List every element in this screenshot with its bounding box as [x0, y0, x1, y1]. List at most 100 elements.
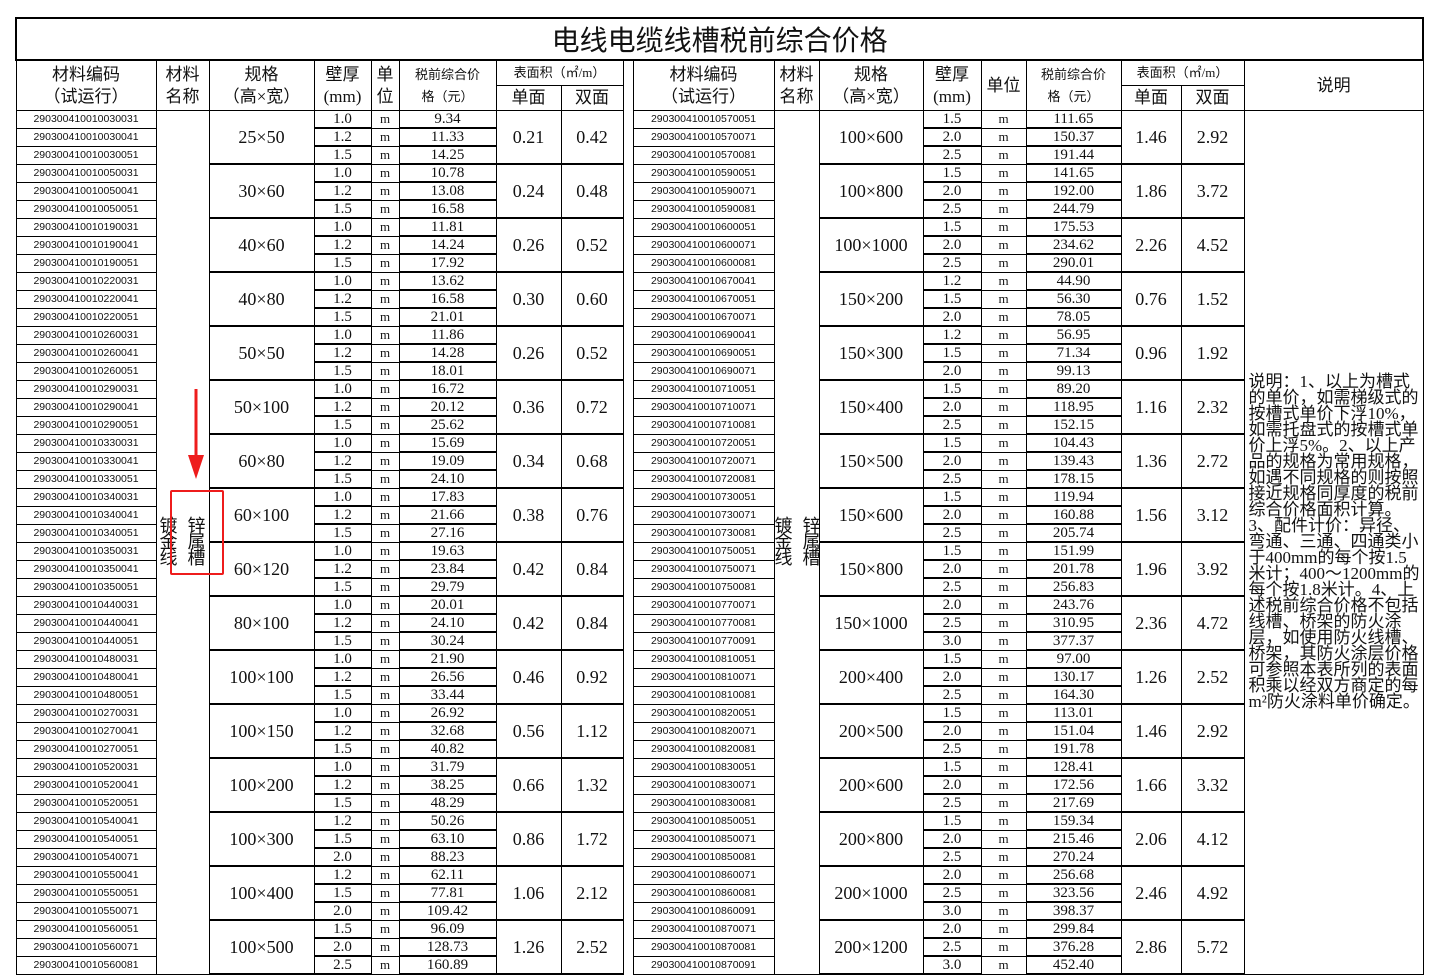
- price: 18.01: [398, 361, 497, 381]
- price: 50.26: [398, 811, 497, 831]
- table-row: 290300410010540051 1.5 m 63.10 2903004100108…: [15, 829, 1423, 849]
- table-row: 290300410010540041 100×300 1.2 m 50.26 0.86 1.…: [15, 811, 1423, 867]
- area-single: 0.26: [495, 325, 562, 381]
- material-code: 290300410010850081: [632, 847, 775, 867]
- price: 27.16: [398, 523, 497, 543]
- area-double: 0.42: [560, 110, 624, 165]
- unit: m: [980, 289, 1027, 309]
- thickness: 1.0: [313, 379, 372, 399]
- price: 77.81: [398, 883, 497, 903]
- area-double: 0.84: [560, 595, 624, 651]
- red-arrow-icon: [188, 389, 204, 479]
- price: 62.11: [398, 865, 497, 885]
- unit: m: [980, 811, 1027, 831]
- price: 111.65: [1025, 110, 1122, 129]
- area-double: 2.52: [560, 919, 624, 975]
- unit: m: [370, 433, 400, 453]
- unit: m: [370, 289, 400, 309]
- thickness: 1.5: [922, 703, 982, 723]
- header-unit: 单位: [980, 59, 1027, 111]
- material-code: 290300410010030051: [15, 145, 157, 165]
- table-row: 290300410010340041 1.2 m 21.66 2903004100107…: [15, 505, 1423, 525]
- thickness: 2.5: [922, 199, 982, 219]
- material-code: 290300410010770091: [632, 631, 775, 651]
- unit: m: [370, 703, 400, 723]
- material-code: 290300410010270051: [15, 739, 157, 759]
- material-code: 290300410010670051: [632, 289, 775, 309]
- table-row: 290300410010340051 1.5 m 27.16 2903004100107…: [15, 523, 1423, 543]
- unit: m: [980, 361, 1027, 381]
- price: 99.13: [1025, 361, 1122, 381]
- area-double: 4.72: [1180, 595, 1245, 651]
- unit: m: [370, 110, 400, 129]
- material-code: 290300410010820051: [632, 703, 775, 723]
- material-code: 290300410010270031: [15, 703, 157, 723]
- material-code: 290300410010330051: [15, 469, 157, 489]
- unit: m: [370, 577, 400, 597]
- table-row: 290300410010520051 1.5 m 48.29 2903004100108…: [15, 793, 1423, 813]
- area-double: 2.12: [560, 865, 624, 921]
- material-code: 290300410010520051: [15, 793, 157, 813]
- material-code: 290300410010570071: [632, 127, 775, 147]
- price: 270.24: [1025, 847, 1122, 867]
- thickness: 1.5: [313, 793, 372, 813]
- area-single: 0.86: [495, 811, 562, 867]
- unit: m: [370, 559, 400, 579]
- material-code: 290300410010190051: [15, 253, 157, 273]
- thickness: 2.0: [922, 667, 982, 687]
- price: 16.58: [398, 289, 497, 309]
- area-single: 1.46: [1120, 703, 1182, 759]
- material-name-text: 镀锌金属线槽: [774, 516, 819, 569]
- area-double: 4.92: [1180, 865, 1245, 921]
- unit: m: [370, 865, 400, 885]
- price: 20.12: [398, 397, 497, 417]
- thickness: 2.0: [922, 559, 982, 579]
- material-code: 290300410010670041: [632, 271, 775, 291]
- unit: m: [370, 775, 400, 795]
- header-area: 表面积（㎡/m）: [495, 59, 624, 86]
- area-single: 1.06: [495, 865, 562, 921]
- thickness: 2.5: [922, 883, 982, 903]
- header-single: 单面: [495, 85, 562, 111]
- material-code: 290300410010600081: [632, 253, 775, 273]
- price: 201.78: [1025, 559, 1122, 579]
- unit: m: [370, 595, 400, 615]
- thickness: 1.5: [922, 217, 982, 237]
- price: 290.01: [1025, 253, 1122, 273]
- unit: m: [980, 199, 1027, 219]
- thickness: 1.2: [313, 613, 372, 633]
- unit: m: [980, 487, 1027, 507]
- thickness: 2.0: [922, 397, 982, 417]
- thickness: 1.2: [313, 289, 372, 309]
- thickness: 1.5: [922, 110, 982, 129]
- price: 205.74: [1025, 523, 1122, 543]
- price: 44.90: [1025, 271, 1122, 291]
- unit: m: [980, 181, 1027, 201]
- price: 21.01: [398, 307, 497, 327]
- price: 323.56: [1025, 883, 1122, 903]
- unit: m: [980, 865, 1027, 885]
- area-double: 4.12: [1180, 811, 1245, 867]
- unit: m: [980, 559, 1027, 579]
- spec: 150×800: [818, 541, 924, 597]
- material-code: 290300410010690071: [632, 361, 775, 381]
- price: 452.40: [1025, 955, 1122, 975]
- table-row: 290300410010220051 1.5 m 21.01 2903004100106…: [15, 307, 1423, 327]
- material-code: 290300410010540071: [15, 847, 157, 867]
- price: 310.95: [1025, 613, 1122, 633]
- area-double: 0.92: [560, 649, 624, 705]
- material-code: 290300410010480041: [15, 667, 157, 687]
- price: 10.78: [398, 163, 497, 183]
- material-code: 290300410010730081: [632, 523, 775, 543]
- column-divider: [622, 60, 634, 974]
- thickness: 1.2: [313, 721, 372, 741]
- material-code: 290300410010750081: [632, 577, 775, 597]
- unit: m: [370, 667, 400, 687]
- header-code: 材料编码 （试运行）: [632, 59, 775, 111]
- price: 71.34: [1025, 343, 1122, 363]
- unit: m: [980, 883, 1027, 903]
- area-single: 1.26: [495, 919, 562, 975]
- price: 118.95: [1025, 397, 1122, 417]
- price: 11.81: [398, 217, 497, 237]
- price: 178.15: [1025, 469, 1122, 489]
